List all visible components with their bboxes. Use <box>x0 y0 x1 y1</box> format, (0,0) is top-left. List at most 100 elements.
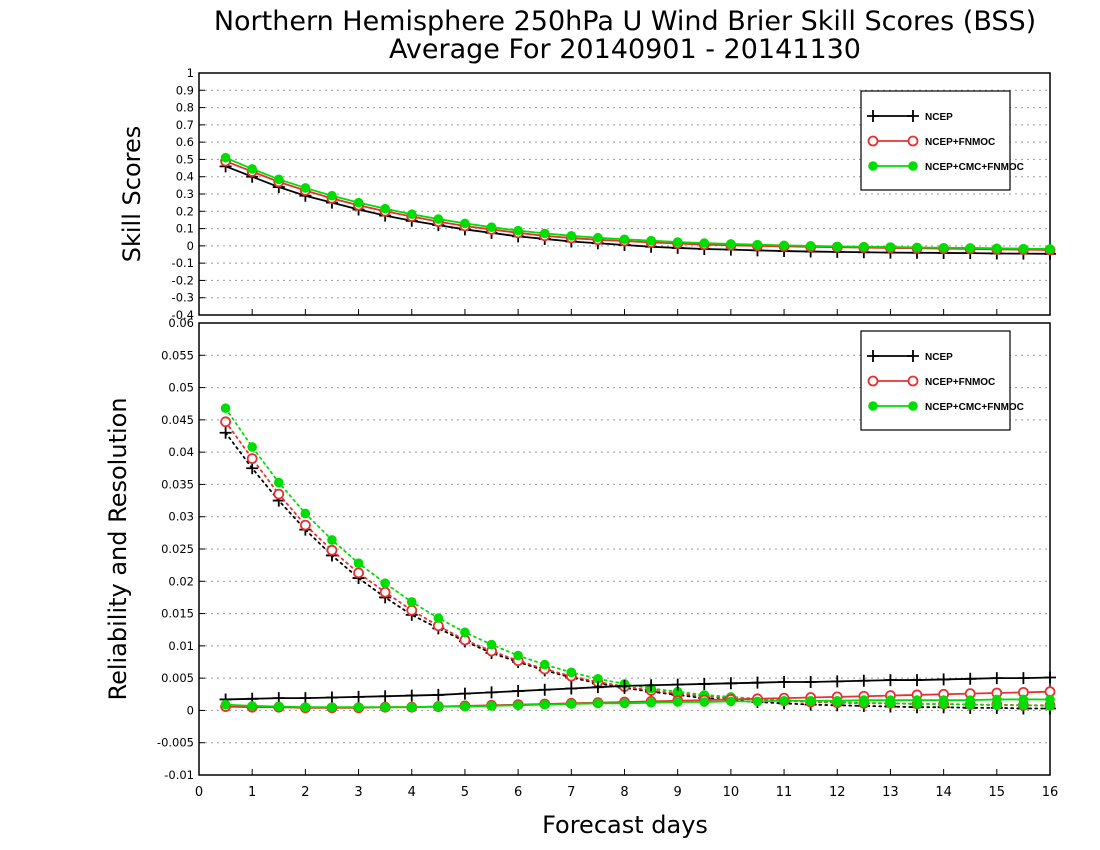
x-tick-label: 6 <box>514 785 522 800</box>
data-point <box>699 238 710 248</box>
data-point <box>539 659 550 670</box>
y-tick-label: 0.02 <box>168 574 194 588</box>
x-tick-label: 9 <box>674 785 682 800</box>
data-point <box>406 209 417 220</box>
data-point <box>672 697 683 707</box>
x-tick-label: 16 <box>1042 785 1059 800</box>
data-point <box>513 700 523 711</box>
data-point <box>353 558 364 569</box>
data-point <box>406 604 418 616</box>
x-tick-label: 7 <box>567 785 575 800</box>
data-point <box>672 686 683 697</box>
data-point <box>247 701 257 711</box>
x-tick-label: 8 <box>620 785 628 800</box>
legend-marker <box>908 161 918 171</box>
data-point <box>538 683 551 696</box>
data-point <box>779 240 789 251</box>
data-point <box>433 701 444 712</box>
x-tick-label: 10 <box>723 785 740 800</box>
data-point <box>379 690 392 703</box>
data-point <box>219 426 232 439</box>
x-tick-label: 14 <box>935 785 952 800</box>
legend-marker <box>867 375 879 387</box>
data-point <box>1017 672 1030 685</box>
data-point <box>513 225 523 236</box>
data-point <box>513 650 523 661</box>
x-tick-label: 15 <box>989 785 1006 800</box>
data-point <box>992 243 1002 254</box>
y-tick-label: 1 <box>187 66 194 80</box>
legend-marker <box>907 350 919 362</box>
data-point <box>964 672 977 685</box>
series-ncep-cmc-fnmoc-resolution <box>220 403 1055 711</box>
data-point <box>805 241 816 251</box>
data-point <box>353 567 364 579</box>
data-point <box>646 697 656 708</box>
x-tick-label: 4 <box>408 785 416 800</box>
data-point <box>965 695 976 705</box>
data-point <box>246 462 259 475</box>
y-tick-label: 0.3 <box>176 187 194 201</box>
y-tick-label: -0.3 <box>172 291 194 305</box>
data-point <box>299 692 312 705</box>
x-tick-label: 5 <box>461 785 469 800</box>
data-point <box>593 698 603 709</box>
y-tick-label: -0.01 <box>164 768 194 782</box>
data-point <box>1045 694 1055 705</box>
legend-marker <box>907 135 919 147</box>
data-point <box>778 676 791 689</box>
data-point <box>832 695 843 706</box>
legend-marker <box>867 350 879 362</box>
legend-marker <box>867 135 879 147</box>
y-tick-label: -0.005 <box>157 736 194 750</box>
y-tick-label: 0.04 <box>168 445 194 459</box>
y-axis-label: Reliability and Resolution <box>104 397 132 700</box>
data-point <box>566 231 577 241</box>
series-line <box>224 407 1051 707</box>
series-ncep-cmc-fnmoc-bss <box>220 152 1055 254</box>
legend-label: NCEP+CMC+FNMOC <box>925 402 1024 413</box>
y-axis-label: Skill Scores <box>118 126 146 263</box>
data-point <box>432 688 445 701</box>
legend-marker <box>867 110 879 122</box>
data-point <box>566 699 577 709</box>
data-point <box>486 701 497 711</box>
legend-label: NCEP+CMC+FNMOC <box>925 162 1024 173</box>
data-point <box>965 243 976 253</box>
series-line <box>224 420 1051 707</box>
y-tick-label: 0.045 <box>161 413 194 427</box>
x-tick-label: 12 <box>829 785 846 800</box>
data-point <box>539 699 550 710</box>
legend: NCEP NCEP+FNMOC NCEP+CMC+FNMOC <box>860 330 1024 431</box>
series-ncep-reliability <box>219 671 1056 706</box>
data-point <box>565 682 578 695</box>
data-point <box>380 702 390 712</box>
y-tick-label: 0.1 <box>176 222 194 236</box>
data-point <box>353 702 364 712</box>
y-tick-label: 0.035 <box>161 477 194 491</box>
y-tick-label: 0.01 <box>168 639 194 653</box>
data-point <box>300 508 311 519</box>
y-tick-label: 0.025 <box>161 542 194 556</box>
data-point <box>885 695 896 705</box>
x-tick-label: 11 <box>776 785 793 800</box>
reliability-resolution-panel: -0.01 -0.005 0 0.005 0.01 0.015 0.02 0.025 0.03 0… <box>104 316 1056 782</box>
x-tick-label: 2 <box>301 785 309 800</box>
y-tick-label: 0.4 <box>176 170 194 184</box>
data-point <box>460 701 470 712</box>
data-point <box>433 214 444 224</box>
data-point <box>805 695 816 706</box>
legend: NCEP NCEP+FNMOC NCEP+CMC+FNMOC <box>860 90 1024 191</box>
data-point <box>299 519 311 531</box>
y-tick-label: 0.5 <box>176 152 194 166</box>
data-point <box>433 613 444 623</box>
data-point <box>1018 694 1029 705</box>
data-point <box>726 239 736 249</box>
y-tick-label: 0.7 <box>176 118 194 132</box>
skill-score-panel: -0.4 -0.3 -0.2 -0.1 0 0.1 0.2 0.3 0.4 0.5 0.6 0.7 0.… <box>118 66 1056 322</box>
data-point <box>804 676 817 689</box>
data-point <box>300 183 311 193</box>
y-tick-label: -0.1 <box>172 256 194 270</box>
data-point <box>273 701 284 712</box>
data-point <box>247 164 257 174</box>
